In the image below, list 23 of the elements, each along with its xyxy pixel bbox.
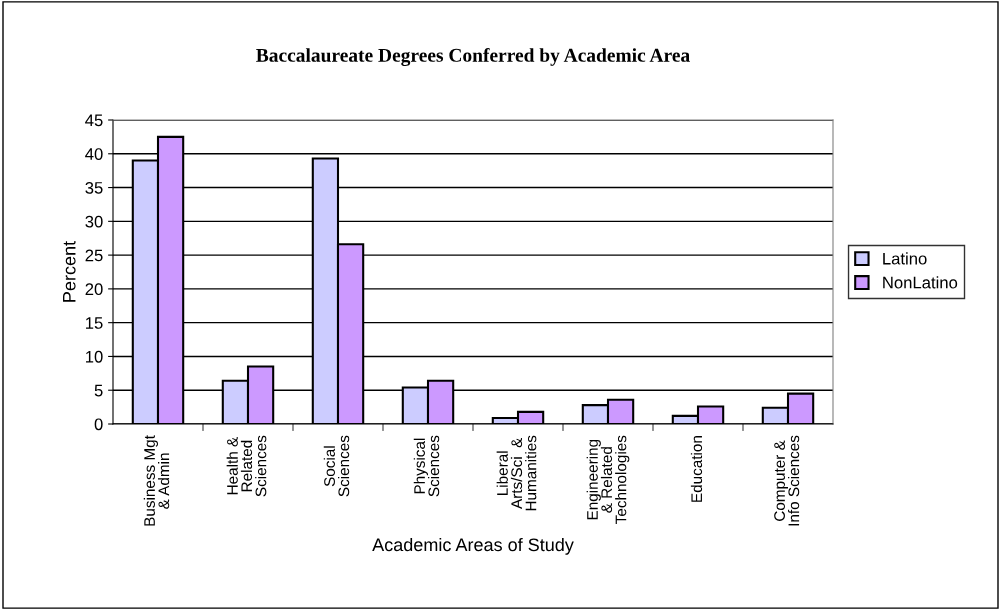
x-tick-label: Education: [690, 436, 703, 502]
x-tick-label: Engineering & Related Technologies: [586, 435, 630, 524]
y-tick-label: 0: [94, 418, 103, 431]
y-tick-label: 20: [85, 283, 103, 296]
x-tick-label: Business Mgt & Admin: [143, 435, 170, 526]
y-tick-label: 35: [85, 181, 103, 194]
legend-label: Latino: [883, 252, 927, 265]
y-tick-label: 15: [86, 317, 103, 329]
chart-title: Baccalaureate Degrees Conferred by Academic Area: [256, 47, 690, 66]
legend-label: NonLatino: [883, 276, 958, 289]
y-tick-label: 10: [86, 350, 103, 363]
y-tick-label: 30: [85, 215, 103, 228]
y-tick-label: 40: [85, 148, 103, 160]
y-axis-title: Percent: [63, 241, 76, 302]
x-tick-label: Computer & Info Sciences: [774, 435, 800, 526]
y-tick-label: 45: [85, 114, 103, 127]
x-tick-label: Liberal Arts/Sci & Humanities: [496, 435, 537, 511]
y-tick-label: 5: [94, 384, 103, 397]
y-tick-label: 25: [85, 249, 103, 262]
x-axis-title: Academic Areas of Study: [372, 537, 574, 555]
x-tick-label: Health & Related Sciences: [226, 435, 267, 497]
x-tick-label: Physical Sciences: [413, 435, 440, 497]
x-tick-label: Social Sciences: [323, 435, 350, 497]
